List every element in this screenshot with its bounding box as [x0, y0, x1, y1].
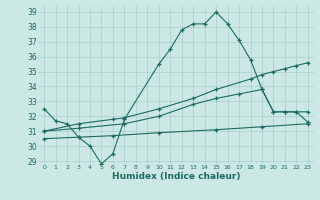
- X-axis label: Humidex (Indice chaleur): Humidex (Indice chaleur): [112, 172, 240, 181]
